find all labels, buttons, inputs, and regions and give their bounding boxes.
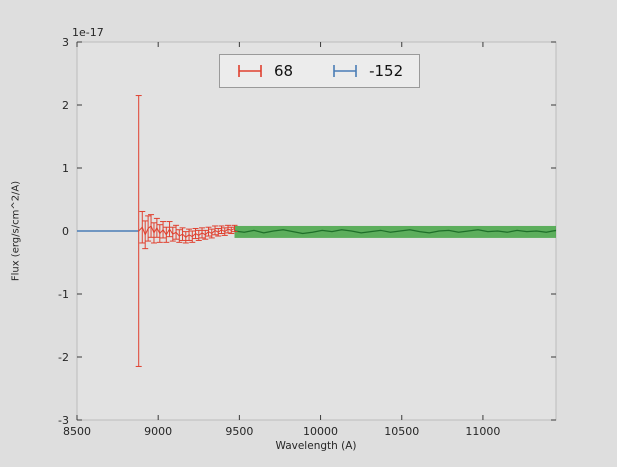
- svg-text:10500: 10500: [384, 425, 419, 438]
- svg-text:0: 0: [62, 225, 69, 238]
- legend-label-blue-series: -152: [369, 62, 404, 80]
- background-spectrum-line: [234, 229, 557, 235]
- legend: 68 -152: [219, 54, 421, 88]
- svg-text:10000: 10000: [303, 425, 338, 438]
- errorbar-glyph-blue-icon: [333, 65, 357, 77]
- svg-text:3: 3: [62, 36, 69, 49]
- svg-text:9000: 9000: [144, 425, 172, 438]
- svg-text:-1: -1: [58, 288, 69, 301]
- tick-labels: 8500 9000 9500 10000 10500 11000 -3 -2 -1 0 1 2 3: [58, 36, 500, 438]
- legend-label-red-series: 68: [274, 62, 294, 80]
- errorbar-glyph-red-lines: [238, 65, 262, 77]
- errorbar-glyph-blue-lines: [333, 65, 357, 77]
- series-68-errorbars: [135, 95, 238, 367]
- svg-text:2: 2: [62, 99, 69, 112]
- background-error-band: [234, 225, 557, 238]
- svg-text:-2: -2: [58, 351, 69, 364]
- errorbar-glyph-red-icon: [238, 65, 262, 77]
- svg-text:-3: -3: [58, 414, 69, 427]
- x-axis-label: Wavelength (A): [275, 440, 357, 452]
- y-axis-label: Flux (erg/s/cm^2/A): [10, 180, 22, 282]
- svg-text:11000: 11000: [465, 425, 500, 438]
- y-axis-offset-label: 1e-17: [72, 26, 104, 39]
- legend-item-blue-series: -152: [331, 62, 403, 80]
- axis-ticks: [76, 41, 556, 421]
- svg-text:8500: 8500: [63, 425, 91, 438]
- svg-text:1: 1: [62, 162, 69, 175]
- legend-item-red-series: 68: [236, 62, 293, 80]
- svg-text:9500: 9500: [225, 425, 253, 438]
